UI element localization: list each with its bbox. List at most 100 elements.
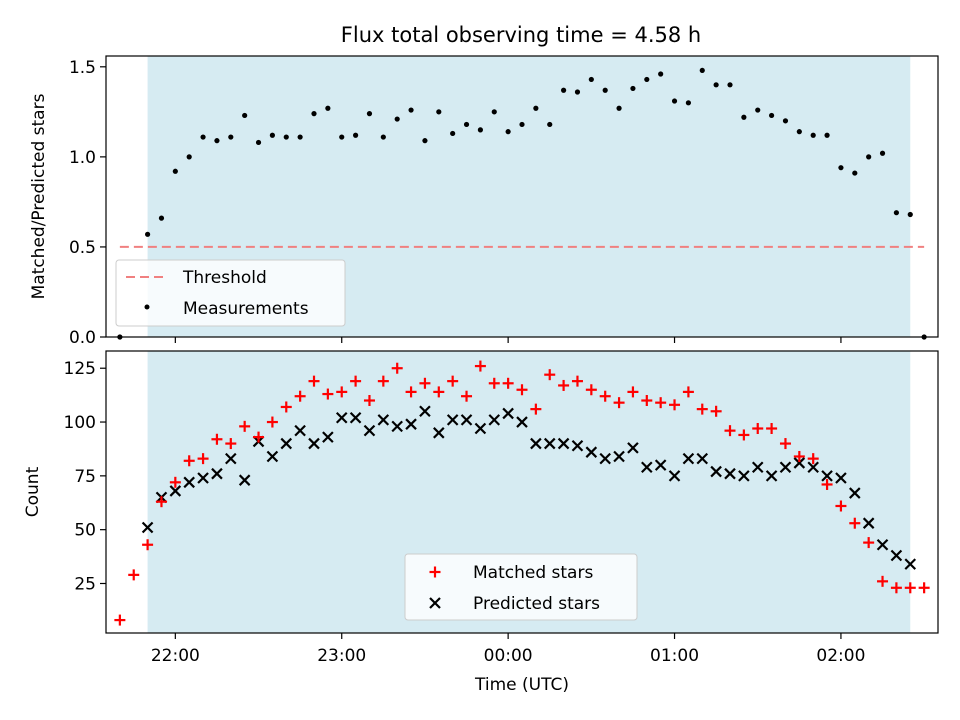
ratio-y-tick-label: 1.0 [69,148,96,168]
matched-star-point [280,401,292,413]
measurement-point [158,215,165,221]
ratio-x-ticks [174,337,842,343]
matched-star-point [169,476,181,488]
matched-star-point [682,386,694,398]
matched-star-point [863,537,875,549]
ratio-legend: Threshold Measurements [115,259,346,327]
matched-star-point [114,614,126,626]
matched-star-point [849,517,861,529]
matched-star-point [627,386,639,398]
cross-marker-b [641,461,653,474]
measurement-legend-label: Measurements [183,299,309,319]
matched-star-point [197,453,209,465]
measurement-points [117,67,927,340]
measurement-point [879,150,886,156]
time-x-tick-label: 22:00 [151,646,200,666]
measurement-point [755,107,761,113]
matched-star-point [585,384,597,396]
predicted-star-point [294,424,306,437]
measurement-point [741,114,747,120]
predicted-star-point [363,424,376,437]
matched-star-point [128,569,140,581]
matched-star-point [516,384,528,396]
measurement-point [796,129,802,135]
matched-star-point [239,420,251,432]
measurement-point [644,76,650,83]
cross-marker-b [211,467,223,480]
ratio-legend-box [115,259,346,327]
ratio-y-tick-label: 0.5 [69,238,96,258]
matched-star-point [599,390,611,402]
matched-star-point [433,386,445,398]
predicted-star-point [613,450,625,463]
ratio-panel: 0.0 0.5 1.0 1.5 Matched/Predicted stars Thr… [29,55,939,348]
predicted-star-point [779,461,792,474]
cross-marker-b [446,414,459,426]
count-y-label: Count [23,466,43,517]
predicted-star-point [599,452,611,465]
matched-star-point [766,422,778,434]
matched-star-point [155,496,167,508]
matched-star-point [558,379,570,391]
predicted-star-point [627,442,639,454]
predicted-star-point [238,474,251,486]
measurement-point [533,105,539,111]
cross-marker-b [724,467,736,480]
measurement-point [228,134,234,140]
predicted-star-point [807,461,819,474]
time-x-axis: 22:00 23:00 00:00 01:00 02:00 [151,633,865,666]
predicted-star-point [488,414,501,426]
measurement-point [866,154,872,160]
measurement-point [311,111,317,117]
predicted-star-point [349,411,362,424]
cross-marker-b [654,459,667,471]
matched-star-point [488,377,500,389]
cross-marker-b [904,558,917,570]
measurement-point [713,82,719,88]
cross-marker-b [599,452,611,465]
matched-star-point [294,390,306,402]
measurement-point [477,127,483,133]
measurement-point [491,109,497,115]
matched-star-point [142,539,154,551]
cross-marker-b [391,420,403,433]
predicted-star-point [821,470,833,482]
matched-star-point [904,582,916,594]
measurement-point [200,134,206,140]
predicted-star-point [668,470,681,482]
predicted-star-point [793,457,806,469]
measurement-point [699,67,705,74]
measurement-point [297,134,303,140]
count-panel: 25 50 75 100 125 22:00 23:00 00:00 01:00 02:00 C… [23,350,939,695]
predicted-star-point [738,470,750,482]
predicted-star-point [502,407,514,420]
count-legend: Matched stars Predicted stars [404,553,638,621]
cross-marker-b [862,517,875,529]
count-y-tick-label: 100 [64,413,96,433]
matched-star-point [544,369,556,381]
predicted-legend-label: Predicted stars [473,594,600,614]
measurement-point [463,121,470,128]
matched-star-point [793,450,805,462]
count-y-tick-label: 125 [64,359,96,379]
measurement-point [242,112,248,119]
cross-marker-b [516,416,528,428]
count-legend-box [404,553,638,621]
predicted-star-point [460,414,473,426]
cross-marker-b [238,474,251,486]
matched-legend-label: Matched stars [473,563,593,583]
matched-star-point [253,431,265,443]
measurement-point [436,109,442,115]
threshold-legend-label: Threshold [182,268,267,288]
matched-star-point [183,455,195,467]
ratio-y-tick-label: 0.0 [69,328,96,348]
predicted-star-point [876,538,889,551]
cross-marker-b [557,437,570,450]
predicted-star-point [446,414,459,426]
matched-star-point [821,478,833,490]
time-x-tick-label: 01:00 [650,646,699,666]
cross-marker-b [627,442,639,454]
predicted-star-point [530,437,542,450]
predicted-star-point [419,405,431,418]
matched-star-point [696,403,708,415]
